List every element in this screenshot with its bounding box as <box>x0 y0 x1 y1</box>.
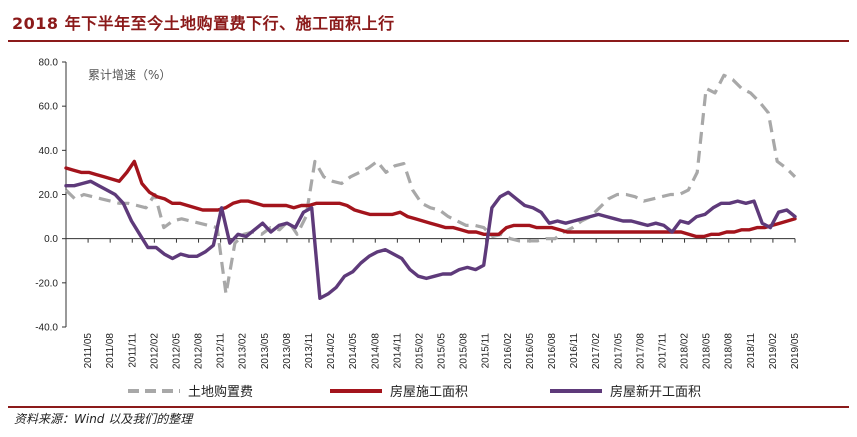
series-line-3 <box>64 179 797 300</box>
title-divider <box>8 40 849 42</box>
x-tick-label: 2019/02 <box>768 333 779 370</box>
y-tick-label: 80.0 <box>39 58 59 69</box>
y-tick-label: 0.0 <box>44 234 58 245</box>
x-tick-label: 2012/11 <box>216 333 227 369</box>
x-tick-label: 2013/08 <box>282 333 293 370</box>
x-tick-label: 2017/02 <box>591 333 602 370</box>
chart-legend: 土地购置费 房屋施工面积 房屋新开工面积 <box>128 384 701 400</box>
legend-label: 土地购置费 <box>188 384 253 400</box>
x-tick-label: 2013/05 <box>260 333 271 370</box>
y-axis-label: 累计增速（%） <box>88 68 171 82</box>
x-tick-label: 2017/08 <box>635 333 646 370</box>
x-tick-label: 2011/08 <box>105 333 116 369</box>
x-tick-label: 2018/02 <box>680 333 691 370</box>
x-tick-label: 2017/05 <box>613 333 624 370</box>
series-line-1 <box>64 73 797 296</box>
x-tick-label: 2014/05 <box>348 333 359 370</box>
x-tick-label: 2012/08 <box>194 333 205 370</box>
x-tick-label: 2015/11 <box>481 333 492 369</box>
y-tick-label: -20.0 <box>35 278 58 289</box>
x-tick-label: 2015/02 <box>414 333 425 370</box>
x-tick-label: 2013/11 <box>304 333 315 369</box>
x-tick-label: 2016/08 <box>547 333 558 370</box>
footer-divider <box>8 406 849 408</box>
x-tick-label: 2014/02 <box>326 333 337 370</box>
x-tick-label: 2014/11 <box>392 333 403 369</box>
y-tick-label: 20.0 <box>39 190 59 201</box>
x-tick-label: 2016/05 <box>525 333 536 370</box>
x-tick-label: 2013/02 <box>238 333 249 370</box>
x-tick-label: 2012/05 <box>171 333 182 370</box>
x-tick-label: 2015/08 <box>459 333 470 370</box>
x-tick-label: 2018/05 <box>702 333 713 370</box>
chart-title: 2018 年下半年至今土地购置费下行、施工面积上行 <box>12 14 395 33</box>
y-tick-label: 60.0 <box>39 102 59 113</box>
x-tick-label: 2018/11 <box>746 333 757 369</box>
x-tick-label: 2016/11 <box>569 333 580 369</box>
chart-axes: -40.0 -20.0 0.0 20.0 40.0 60.0 80.0 累计增速（%） 2011… <box>35 58 801 370</box>
chart-series <box>64 73 797 300</box>
x-tick-label: 2015/05 <box>437 333 448 370</box>
legend-label: 房屋施工面积 <box>390 384 468 400</box>
x-tick-label: 2017/11 <box>657 333 668 369</box>
x-tick-label: 2011/11 <box>127 333 138 368</box>
x-tick-label: 2018/08 <box>724 333 735 370</box>
x-tick-label: 2016/02 <box>503 333 514 370</box>
x-tick-label: 2014/08 <box>370 333 381 370</box>
legend-label: 房屋新开工面积 <box>610 384 701 400</box>
x-tick-label: 2012/02 <box>149 333 160 370</box>
series-line-2 <box>64 159 797 239</box>
x-tick-label: 2011/05 <box>83 333 94 369</box>
y-tick-label: -40.0 <box>35 323 58 334</box>
source-note: 资料来源：Wind 以及我们的整理 <box>14 412 193 426</box>
x-tick-label: 2019/05 <box>790 333 801 370</box>
y-tick-label: 40.0 <box>39 146 59 157</box>
